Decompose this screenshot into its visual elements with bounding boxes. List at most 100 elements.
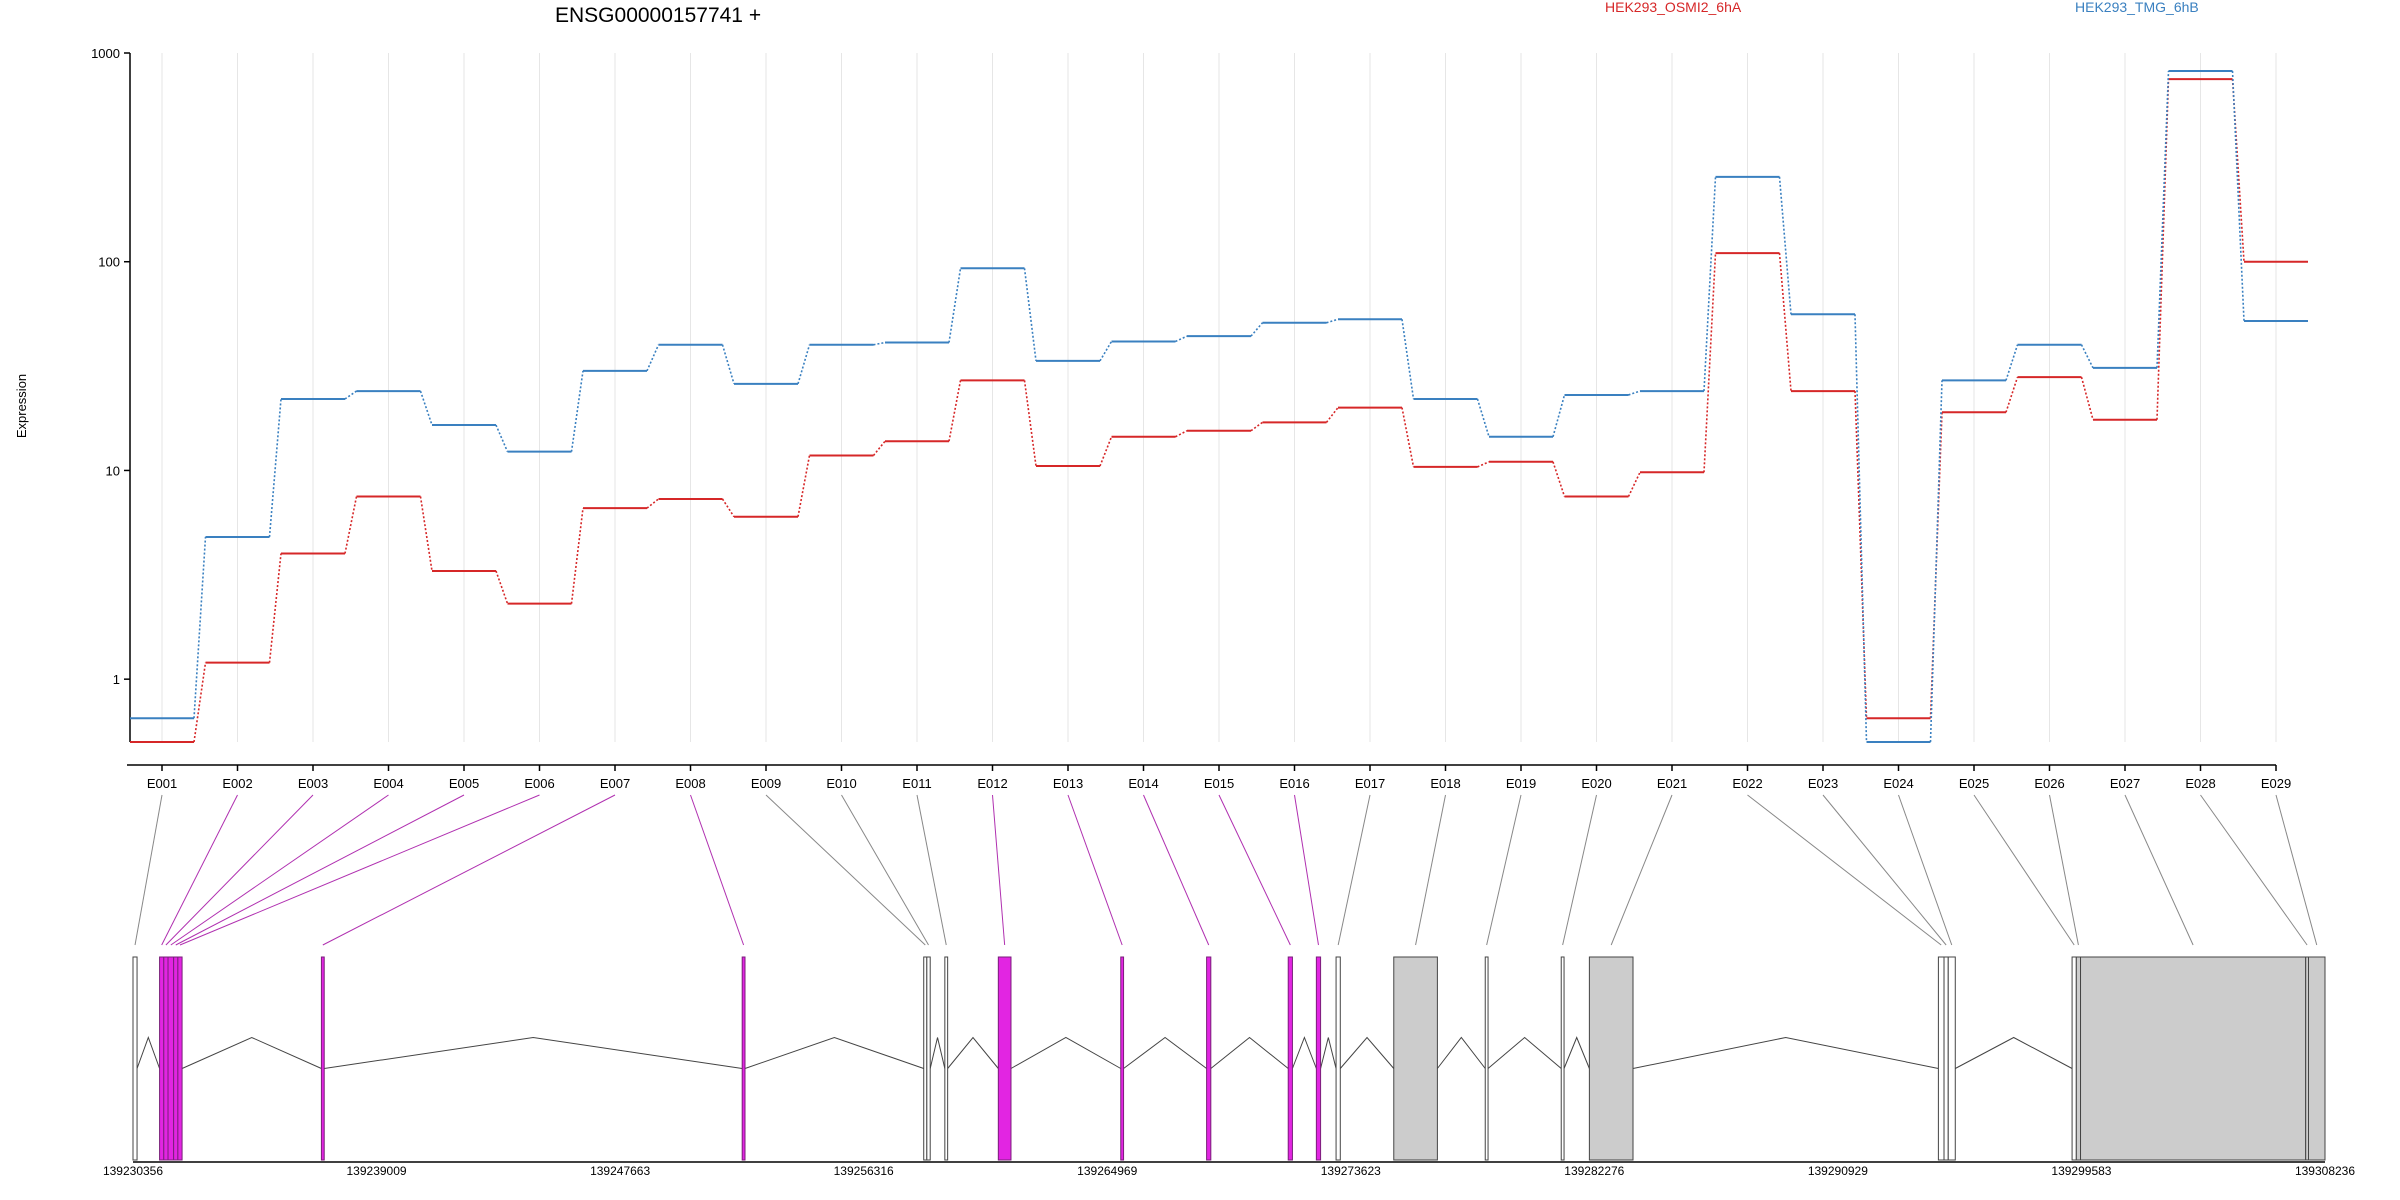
exon-bin (320, 956, 325, 1161)
exon-bin (2071, 956, 2077, 1161)
intron-line (1339, 1036, 1395, 1069)
coordinate-label: 139273623 (1321, 1164, 1381, 1178)
gene-model: 139230356 139239009 139247663 139256316 1392… (103, 794, 2355, 1178)
x-tick-label: E012 (977, 776, 1007, 791)
exon-bin (1206, 956, 1212, 1161)
series-connector (797, 455, 811, 517)
series-connector (193, 662, 207, 743)
legend-series-2: HEK293_TMG_6hB (2075, 0, 2199, 15)
bin-mapping-line (2275, 794, 2318, 946)
x-tick-label: E009 (751, 776, 781, 791)
exon-bin (926, 956, 931, 1161)
coordinate-label: 139299583 (2051, 1164, 2111, 1178)
bin-mapping-line (1898, 794, 1953, 946)
bin-mapping-line (841, 794, 929, 946)
coordinate-label: 139230356 (103, 1164, 163, 1178)
series-connector (1552, 461, 1566, 497)
intron-line (929, 1037, 946, 1069)
x-tick-label: E003 (298, 776, 328, 791)
coordinate-label: 139264969 (1077, 1164, 1137, 1178)
series-connector (1250, 322, 1264, 337)
x-tick-label: E005 (449, 776, 479, 791)
exon-bin (2075, 956, 2082, 1161)
series-connector (570, 370, 584, 452)
series-connector (1326, 318, 1339, 324)
series-connector (721, 498, 735, 518)
x-tick-label: E017 (1355, 776, 1385, 791)
series-connector (1099, 341, 1113, 362)
bin-mapping-line (165, 794, 314, 946)
plot-layer: 1 10 100 1000 E001 E002 E003 E004 E005 E006 E007 E0… (91, 46, 2308, 791)
y-axis-label: Expression (14, 374, 29, 438)
x-tick-label: E011 (902, 776, 931, 791)
x-tick-label: E018 (1430, 776, 1460, 791)
bin-mapping-line (134, 794, 163, 946)
series-connector (2231, 79, 2245, 262)
series-connector (268, 398, 282, 538)
bin-mapping-line (765, 794, 926, 946)
y-tick-label: 1000 (91, 46, 120, 61)
series-connector (872, 440, 886, 456)
exon-bin (944, 956, 949, 1161)
series-connector (1175, 335, 1188, 343)
x-tick-label: E008 (675, 776, 705, 791)
exon-bin (741, 956, 746, 1161)
bin-mapping-line (2200, 794, 2308, 946)
exon-bin (2308, 956, 2326, 1161)
bin-mapping-line (1822, 794, 1947, 946)
bin-mapping-line (916, 794, 947, 946)
exon-bin (173, 956, 179, 1161)
series-connector (1627, 471, 1641, 497)
intron-line (1210, 1036, 1289, 1069)
bin-mapping-line (1747, 794, 1942, 946)
intron-line (1123, 1036, 1207, 1069)
bin-mapping-line (1610, 794, 1673, 946)
series-connector (2231, 70, 2245, 322)
exon-bin (167, 956, 175, 1161)
series-connector (873, 341, 886, 346)
series-line (130, 69, 2308, 743)
series-connector (268, 553, 282, 663)
intron-line (1291, 1036, 1317, 1069)
series-connector (1476, 398, 1490, 437)
x-tick-label: E010 (826, 776, 856, 791)
exon-bin (132, 956, 138, 1161)
intron-line (744, 1036, 924, 1069)
x-tick-label: E024 (1883, 776, 1913, 791)
intron-line (947, 1036, 999, 1069)
y-tick-label: 10 (106, 463, 120, 478)
series-connector (1778, 253, 1792, 392)
coordinate-label: 139282276 (1564, 1164, 1624, 1178)
exon-bin (1335, 956, 1341, 1161)
exon-bin (1560, 956, 1565, 1161)
intron-line (1320, 1037, 1337, 1069)
series-connector (495, 424, 509, 452)
x-tick-label: E022 (1732, 776, 1762, 791)
intron-line (1487, 1036, 1562, 1069)
series-connector (646, 498, 659, 509)
legend-series-1: HEK293_OSMI2_6hA (1605, 0, 1742, 15)
series-connector (419, 496, 433, 572)
series-connector (1401, 319, 1415, 400)
series-connector (2156, 70, 2170, 368)
coordinate-label: 139247663 (590, 1164, 650, 1178)
bin-mapping-line (179, 794, 540, 946)
bin-mapping-line (1067, 794, 1123, 946)
series-connector (1401, 407, 1415, 468)
series-connector (1023, 268, 1037, 361)
series-connector (1628, 390, 1641, 396)
bin-mapping-line (1218, 794, 1291, 946)
x-tick-label: E014 (1128, 776, 1158, 791)
x-tick-label: E023 (1808, 776, 1838, 791)
x-tick-label: E020 (1581, 776, 1611, 791)
x-tick-label: E021 (1657, 776, 1687, 791)
series-connector (948, 380, 962, 442)
bin-mapping-line (2124, 794, 2194, 946)
bin-mapping-line (2049, 794, 2079, 946)
intron-line (1010, 1036, 1121, 1069)
chart-title: ENSG00000157741 + (555, 4, 761, 27)
exon-bin (1588, 956, 1634, 1161)
x-tick-label: E006 (524, 776, 554, 791)
intron-line (181, 1036, 322, 1069)
